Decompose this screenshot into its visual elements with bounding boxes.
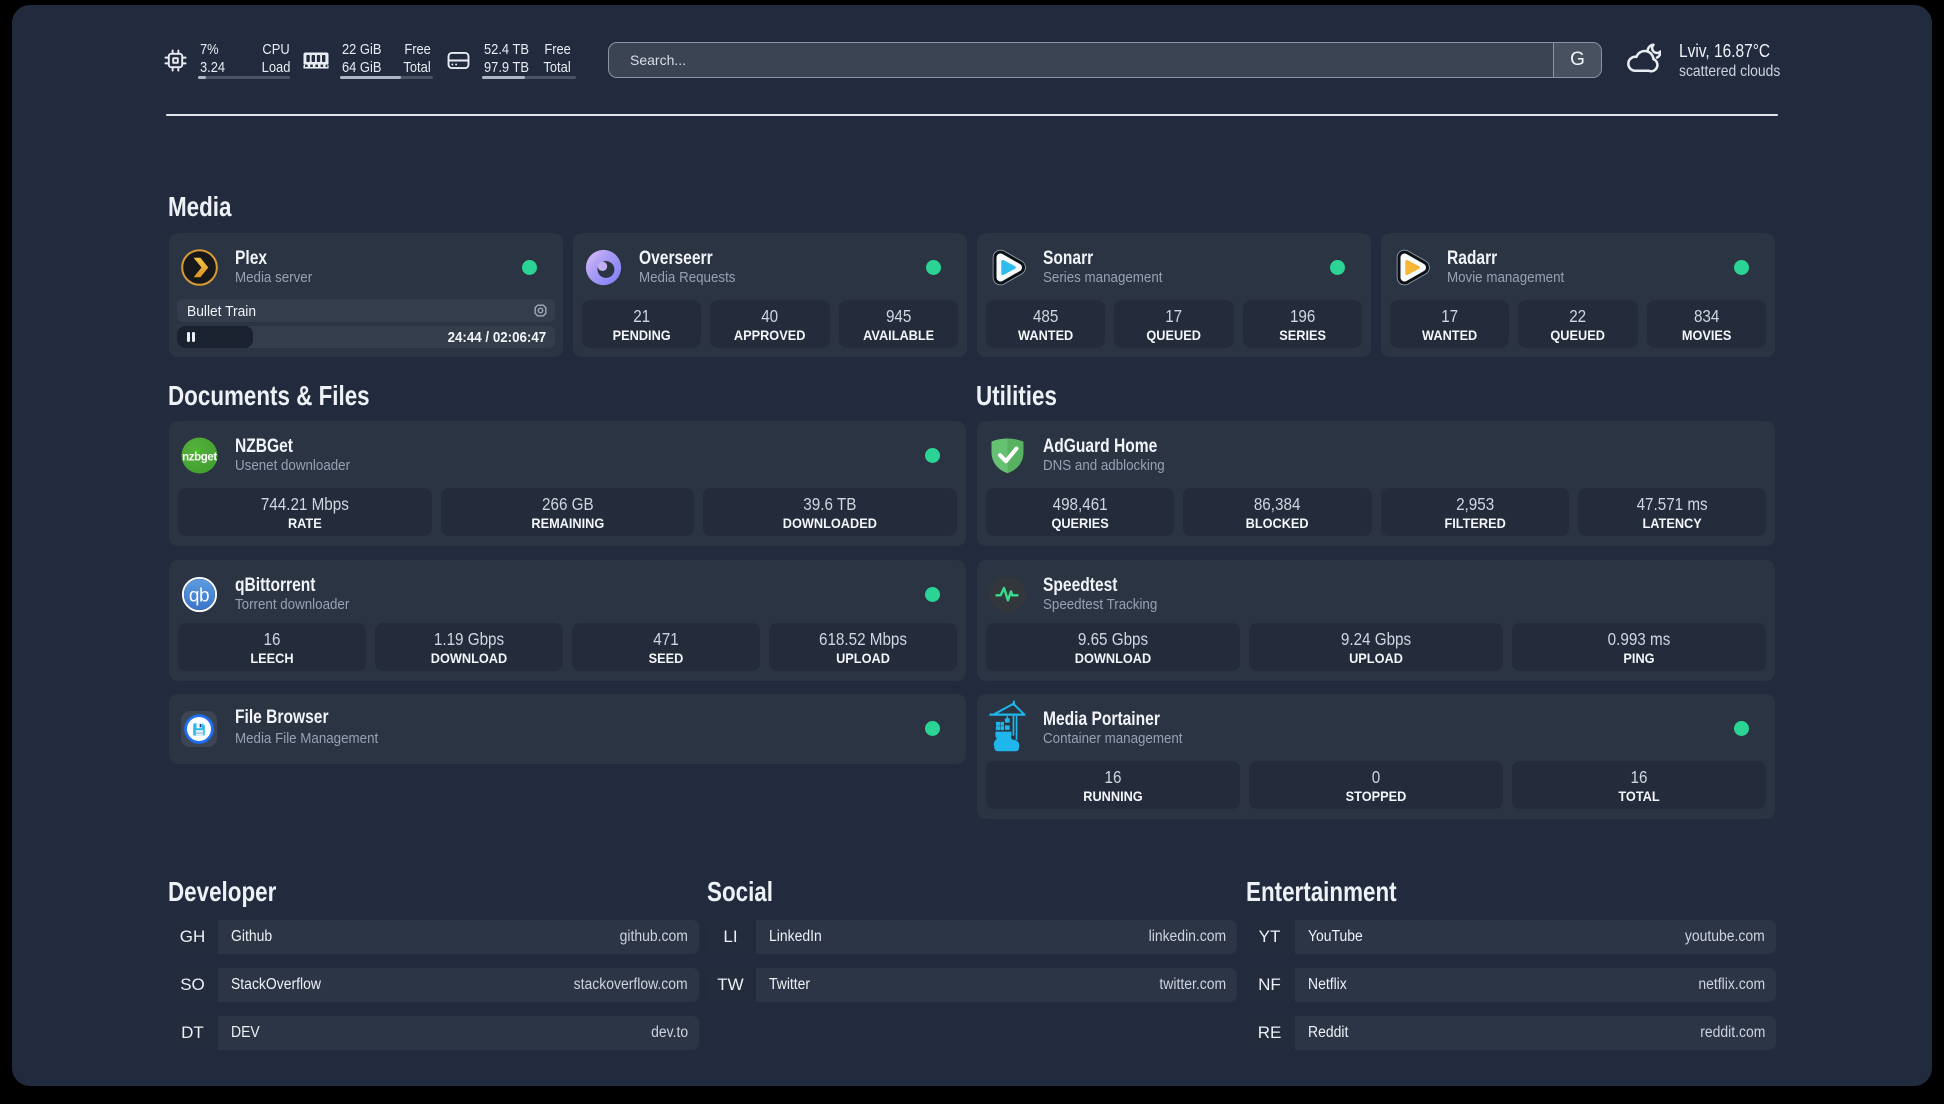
svg-text:qb: qb	[189, 586, 209, 607]
svg-text:nzbget: nzbget	[182, 452, 217, 464]
